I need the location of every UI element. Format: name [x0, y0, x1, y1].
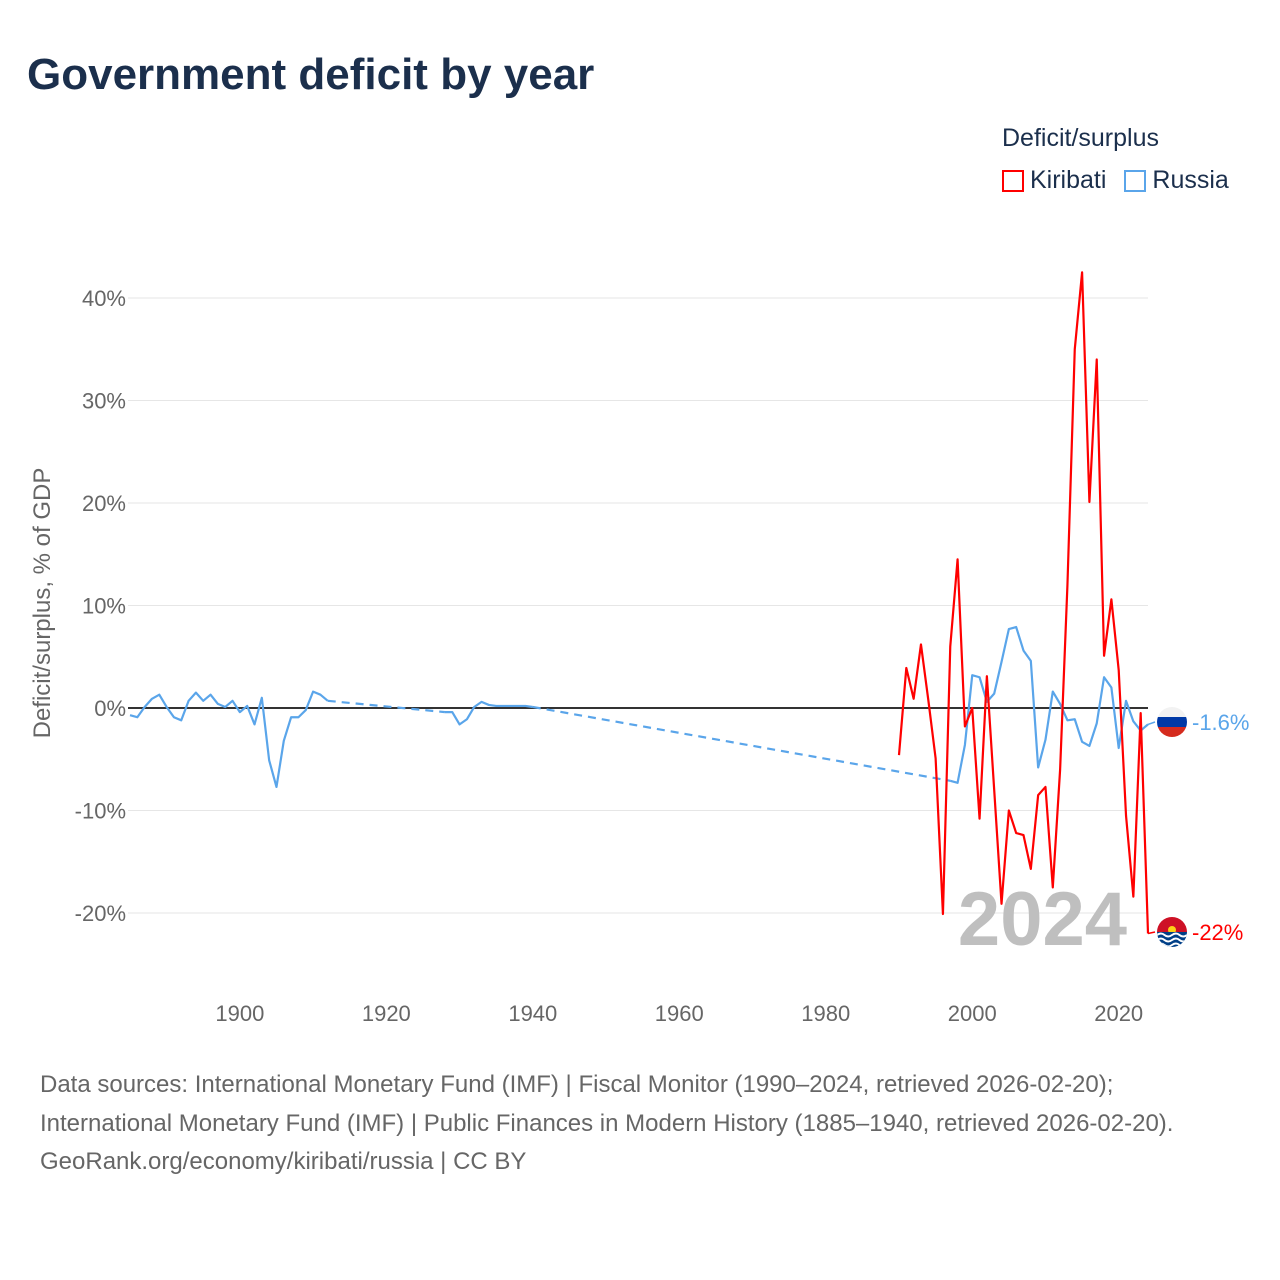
series-gap-dashed-russia	[532, 705, 951, 782]
y-tick-label: 0%	[94, 696, 126, 721]
y-tick-label: 40%	[82, 286, 126, 311]
series-gap-dashed-russia	[327, 699, 446, 714]
end-connector-kiribati	[1147, 931, 1156, 935]
x-tick-label: 1920	[362, 1001, 411, 1026]
legend-label-russia: Russia	[1152, 166, 1229, 194]
end-label-kiribati: -22%	[1192, 920, 1243, 945]
legend-item-kiribati[interactable]: Kiribati	[1002, 166, 1106, 195]
legend: Kiribati Russia	[1002, 166, 1229, 195]
series-line-russia	[949, 625, 1149, 784]
flag-stripe-white	[1157, 707, 1187, 717]
y-axis-label: Deficit/surplus, % of GDP	[29, 468, 56, 739]
flag-stripe-red	[1157, 727, 1187, 737]
flag-wave	[1157, 942, 1187, 947]
flag-wave	[1157, 937, 1187, 943]
series-kiribati	[897, 271, 1150, 934]
legend-item-russia[interactable]: Russia	[1124, 166, 1229, 195]
flag-stripe-blue	[1157, 717, 1187, 727]
footer: Data sources: International Monetary Fun…	[40, 1066, 1240, 1182]
legend-label-kiribati: Kiribati	[1030, 166, 1107, 194]
legend-swatch-kiribati	[1002, 169, 1024, 192]
y-tick-label: 30%	[82, 389, 126, 414]
chart-title: Government deficit by year	[27, 50, 595, 99]
x-tick-label: 1940	[508, 1001, 557, 1026]
x-tick-label: 1960	[655, 1001, 704, 1026]
credit-link[interactable]: GeoRank.org/economy/kiribati/russia | CC…	[40, 1148, 527, 1175]
y-tick-label: -20%	[75, 901, 126, 926]
flag-wave	[1157, 932, 1187, 938]
data-sources: Data sources: International Monetary Fun…	[40, 1071, 1174, 1137]
series-line-russia	[444, 700, 533, 726]
flag-red-sky	[1157, 917, 1187, 932]
end-label-russia: -1.6%	[1192, 710, 1249, 735]
x-tick-label: 2000	[948, 1001, 997, 1026]
russia-flag-icon	[1157, 707, 1187, 737]
series-line-kiribati	[897, 271, 1150, 934]
kiribati-flag-parts	[1157, 917, 1187, 947]
line-chart: -20% -10% 0% 10% 20% 30% 40% 1900 1920 1940 1960 19…	[29, 271, 1249, 1026]
end-connector-russia	[1147, 721, 1156, 726]
series-line-russia	[129, 690, 329, 789]
x-tick-label: 1980	[801, 1001, 850, 1026]
y-tick-label: 10%	[82, 594, 126, 619]
russia-flag-stripes	[1157, 707, 1187, 737]
x-tick-label: 2020	[1094, 1001, 1143, 1026]
year-watermark: 2024	[958, 877, 1127, 962]
legend-title: Deficit/surplus	[1002, 124, 1159, 152]
y-tick-label: -10%	[75, 799, 126, 824]
series-russia	[129, 625, 1149, 789]
legend-swatch-russia	[1124, 169, 1147, 192]
y-tick-label: 20%	[82, 491, 126, 516]
kiribati-flag-icon	[1157, 917, 1187, 947]
x-tick-label: 1900	[215, 1001, 264, 1026]
